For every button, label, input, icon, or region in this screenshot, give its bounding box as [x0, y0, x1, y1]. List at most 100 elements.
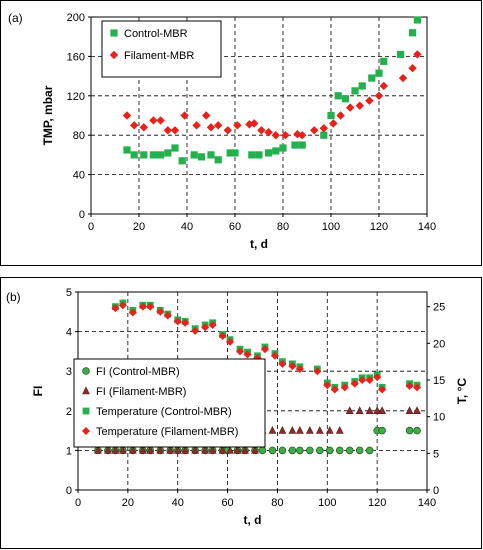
- y-tick-label: 4: [66, 327, 72, 339]
- data-point: [192, 121, 201, 130]
- legend-marker: [110, 29, 118, 37]
- y-tick-label: 160: [67, 51, 85, 63]
- x-tick-label: 20: [122, 497, 134, 509]
- data-point: [123, 146, 131, 154]
- panel-a-frame: [0, 0, 482, 266]
- x-tick-label: 140: [418, 221, 436, 233]
- data-point: [250, 119, 259, 128]
- data-point: [206, 123, 216, 132]
- data-point: [329, 119, 338, 128]
- data-point: [313, 367, 322, 376]
- data-point: [118, 301, 127, 310]
- data-point: [181, 318, 190, 327]
- data-point: [173, 445, 182, 454]
- y-tick-label: 2: [66, 406, 72, 418]
- data-point: [375, 69, 383, 77]
- legend-marker: [82, 386, 90, 395]
- data-point: [330, 385, 339, 394]
- data-point: [345, 406, 354, 415]
- data-point: [130, 121, 139, 130]
- x-tick-label: 120: [370, 221, 388, 233]
- data-point: [190, 151, 198, 159]
- data-point: [149, 116, 158, 125]
- data-point: [365, 446, 374, 455]
- legend: FI (Control-MBR) FI (Filament-MBR) Tempera…: [73, 358, 266, 448]
- data-point: [365, 96, 374, 105]
- panel-a-label: (a): [8, 11, 23, 25]
- data-point: [111, 445, 120, 454]
- data-point: [138, 445, 147, 454]
- data-point: [214, 156, 222, 164]
- data-point: [355, 446, 364, 455]
- data-point: [378, 406, 387, 415]
- data-point: [118, 445, 127, 454]
- data-point: [201, 323, 210, 332]
- legend-label: Control-MBR: [124, 28, 188, 40]
- data-point: [94, 445, 102, 454]
- y-tick-label: 1: [66, 445, 72, 457]
- data-point: [255, 151, 263, 159]
- data-point: [291, 141, 299, 149]
- panel-b-label: (b): [6, 290, 21, 304]
- data-point: [278, 446, 287, 455]
- data-point: [139, 123, 148, 132]
- data-point: [398, 73, 408, 83]
- data-point: [358, 82, 366, 90]
- data-point: [180, 111, 189, 120]
- plot-area: [90, 16, 428, 215]
- x-tick-label: 0: [88, 221, 94, 233]
- x-tick-label: 40: [181, 221, 193, 233]
- data-point: [340, 383, 349, 392]
- data-point: [233, 121, 242, 130]
- y-axis-label: FI: [31, 386, 45, 397]
- data-point: [355, 101, 364, 110]
- data-point: [164, 149, 172, 157]
- data-point: [191, 326, 200, 335]
- data-point: [201, 445, 210, 454]
- data-point: [226, 445, 234, 454]
- data-point: [223, 126, 232, 135]
- data-point: [156, 307, 165, 316]
- x-tick-label: 120: [368, 497, 386, 509]
- y2-axis-label: T, °C: [455, 378, 469, 404]
- data-point: [374, 91, 384, 100]
- data-point: [226, 149, 234, 157]
- data-point: [351, 87, 359, 95]
- data-point: [293, 130, 302, 139]
- data-point: [413, 406, 421, 415]
- data-point: [146, 302, 155, 311]
- data-point: [233, 445, 242, 454]
- data-point: [271, 131, 280, 140]
- x-axis-label: t, d: [244, 513, 262, 527]
- data-point: [257, 126, 266, 135]
- data-point: [327, 111, 335, 120]
- data-point: [278, 359, 287, 368]
- data-point: [325, 446, 334, 455]
- data-point: [128, 308, 137, 317]
- data-point: [408, 64, 417, 73]
- data-point: [345, 446, 354, 455]
- data-point: [104, 445, 112, 454]
- legend: Control-MBR Filament-MBR: [101, 20, 222, 78]
- data-point: [207, 151, 215, 159]
- data-point: [405, 381, 414, 390]
- data-point: [270, 351, 279, 360]
- data-point: [243, 350, 252, 359]
- y-tick-label: 0: [79, 209, 85, 221]
- data-point: [264, 128, 273, 137]
- data-point: [336, 111, 345, 120]
- legend-label: Temperature (Filament-MBR): [96, 426, 238, 438]
- x-tick-label: 80: [271, 497, 283, 509]
- data-point: [405, 426, 414, 435]
- data-point: [378, 385, 387, 394]
- legend-label: Filament-MBR: [124, 50, 194, 62]
- data-point: [218, 332, 227, 340]
- data-point: [350, 379, 359, 388]
- data-point: [373, 406, 382, 415]
- data-point: [315, 426, 324, 434]
- data-point: [405, 406, 414, 415]
- y2-tick-label: 5: [433, 448, 439, 460]
- y2-tick-label: 15: [433, 375, 445, 387]
- data-point: [305, 426, 314, 434]
